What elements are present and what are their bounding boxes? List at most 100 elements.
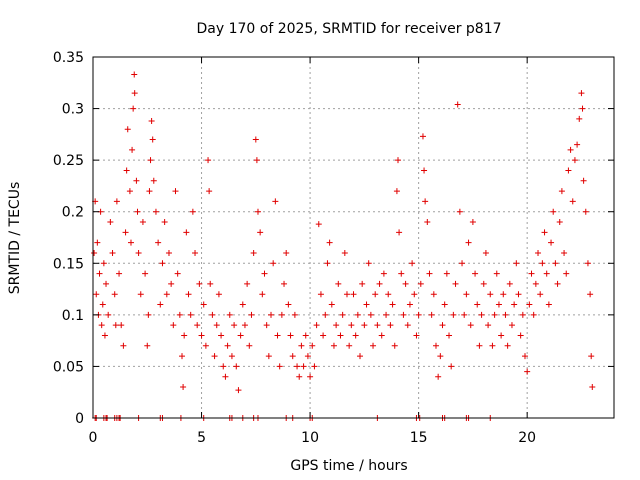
data-point [145,311,152,318]
data-point [552,260,559,267]
data-point [237,332,244,339]
data-point [198,332,205,339]
data-point [548,239,555,246]
y-tick-label: 0 [75,411,84,427]
data-point [148,117,155,124]
data-point [270,260,277,267]
data-point [209,311,216,318]
data-point [478,311,485,318]
data-point [578,90,585,97]
data-point [296,373,303,380]
data-point [142,270,149,277]
data-point [409,260,416,267]
data-point [587,291,594,298]
data-point [278,311,285,318]
data-point [157,301,164,308]
data-point [103,280,110,287]
data-point [129,146,136,153]
data-point [482,249,489,256]
data-point [535,249,542,256]
data-point [354,311,361,318]
data-point [515,291,522,298]
data-point [465,239,472,246]
data-point [346,342,353,349]
data-point [213,322,220,329]
chart-title: Day 170 of 2025, SRMTID for receiver p81… [196,21,501,37]
data-point [207,280,214,287]
data-point [352,332,359,339]
data-point [272,198,279,205]
data-point [298,342,305,349]
y-tick-label: 0.05 [53,359,84,375]
data-point [135,249,142,256]
data-point [180,384,187,391]
data-point [205,157,212,164]
data-point [485,322,492,329]
data-point [463,291,470,298]
data-point [168,280,175,287]
data-point [93,291,100,298]
data-point [491,311,498,318]
data-points [91,71,596,394]
y-axis-label: SRMTID / TECUs [7,182,23,295]
data-point [192,249,199,256]
data-point [415,311,422,318]
data-point [196,280,203,287]
data-point [112,322,119,329]
y-tick-label: 0.2 [62,205,84,221]
data-point [537,291,544,298]
data-point [99,301,106,308]
axis-ticks [92,56,614,419]
data-point [400,311,407,318]
data-point [545,301,552,308]
data-point [580,177,587,184]
data-point [174,270,181,277]
data-point [417,280,424,287]
x-axis-label: GPS time / hours [290,458,407,474]
data-point [281,280,288,287]
data-point [556,219,563,226]
data-point [239,301,246,308]
data-point [265,353,272,360]
data-point [565,167,572,174]
y-tick-label: 0.1 [62,308,84,324]
data-point [498,332,505,339]
data-point [285,301,292,308]
data-point [428,311,435,318]
data-point [116,270,123,277]
data-point [250,249,257,256]
data-point [268,311,275,318]
data-point [579,105,586,112]
data-point [254,208,261,215]
data-point [123,167,130,174]
data-point [113,198,120,205]
data-point [424,219,431,226]
data-point [456,208,463,215]
x-tick-label: 15 [410,430,428,446]
data-point [532,280,539,287]
data-point [500,291,507,298]
data-point [206,188,213,195]
data-point [543,270,550,277]
data-point [96,270,103,277]
data-point [263,322,270,329]
data-point [172,188,179,195]
data-point [513,260,520,267]
data-point [274,332,281,339]
data-point [324,260,331,267]
data-point [563,270,570,277]
data-point [139,219,146,226]
data-point [185,291,192,298]
data-point [315,221,322,228]
data-point [519,311,526,318]
data-point [558,188,565,195]
data-point [419,133,426,140]
data-point [393,188,400,195]
data-point [511,301,518,308]
data-point [395,157,402,164]
data-point [326,239,333,246]
data-point [307,373,314,380]
data-point [155,239,162,246]
data-point [248,311,255,318]
